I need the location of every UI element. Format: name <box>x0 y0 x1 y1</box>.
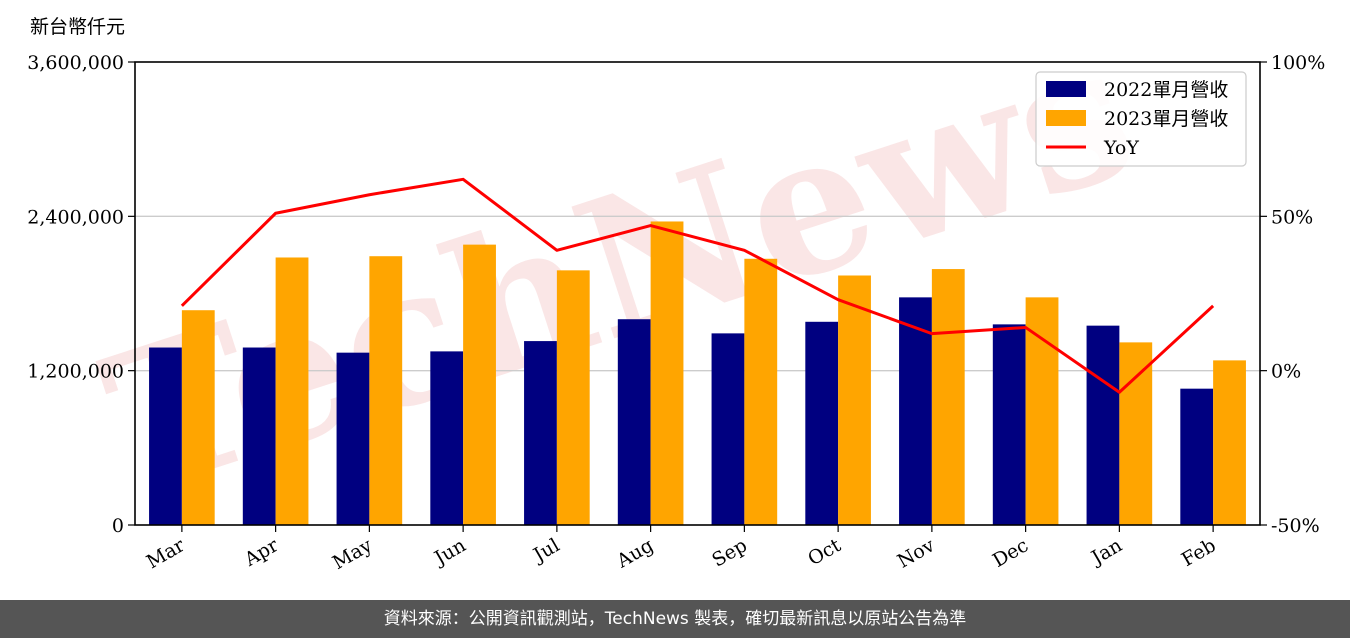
bar-2022-jun <box>430 351 464 525</box>
x-tick-label: Sep <box>708 534 751 571</box>
x-tick-label: Oct <box>804 534 845 570</box>
bar-2022-apr <box>242 347 276 525</box>
bar-2022-sep <box>711 333 745 525</box>
left-tick-label: 3,600,000 <box>27 52 124 74</box>
bar-2023-nov <box>931 269 965 525</box>
right-tick-label: 50% <box>1271 206 1313 228</box>
bar-2023-jan <box>1119 342 1153 525</box>
bar-2023-jun <box>463 244 496 525</box>
bar-2022-aug <box>617 319 651 525</box>
x-tick-label: Nov <box>894 534 939 573</box>
bar-2023-oct <box>838 275 871 525</box>
bar-2022-mar <box>149 347 182 525</box>
bar-2023-apr <box>275 257 309 525</box>
x-tick-label: Aug <box>612 534 657 573</box>
legend-box <box>1035 71 1247 167</box>
legend-swatch-1 <box>1046 110 1086 126</box>
left-tick-label: 0 <box>112 515 124 537</box>
bar-2022-feb <box>1180 388 1214 525</box>
right-tick-label: 100% <box>1271 52 1325 74</box>
legend-label-1: 2023單月營收 <box>1104 108 1228 130</box>
right-tick-label: -50% <box>1271 515 1320 537</box>
x-tick-label: Feb <box>1178 534 1220 571</box>
x-tick-label: Jan <box>1086 534 1126 570</box>
x-tick-label: Dec <box>989 534 1032 572</box>
legend-swatch-0 <box>1046 81 1086 97</box>
left-tick-label: 2,400,000 <box>27 206 124 228</box>
bar-2022-nov <box>899 297 932 525</box>
legend-label-2: YoY <box>1103 137 1139 159</box>
x-tick-label: Mar <box>143 534 189 573</box>
bar-2023-feb <box>1213 360 1246 525</box>
x-tick-label: Jun <box>429 534 470 570</box>
legend-label-0: 2022單月營收 <box>1104 79 1228 101</box>
bar-2023-aug <box>650 221 684 525</box>
revenue-chart: TechNews 0 1,200,000 2,400,000 3,600,000 -50… <box>27 0 1325 574</box>
left-tick-label: 1,200,000 <box>27 361 124 383</box>
x-tick-label: Apr <box>240 534 283 571</box>
bar-2023-mar <box>181 310 215 525</box>
y-axis-label: 新台幣仟元 <box>30 16 125 38</box>
bar-2022-may <box>336 352 370 525</box>
source-footer: 資料來源：公開資訊觀測站，TechNews 製表，確切最新訊息以原站公告為準 <box>0 600 1350 638</box>
plot-frame <box>134 61 1261 526</box>
bar-2023-sep <box>744 258 778 525</box>
bar-2023-dec <box>1025 297 1059 525</box>
chart-svg: TechNews 01,200,0002,400,0003,600,000-50… <box>27 0 1325 574</box>
bar-2023-jul <box>556 270 590 525</box>
yoy-line <box>180 177 1215 394</box>
bar-2022-jan <box>1086 325 1120 525</box>
right-tick-label: 0% <box>1271 361 1301 383</box>
bar-2022-jul <box>524 341 557 525</box>
x-tick-label: Jul <box>528 534 563 567</box>
bar-2022-dec <box>992 324 1026 525</box>
bar-2022-oct <box>805 321 839 525</box>
bar-2023-may <box>369 256 403 525</box>
x-tick-label: May <box>329 534 376 574</box>
